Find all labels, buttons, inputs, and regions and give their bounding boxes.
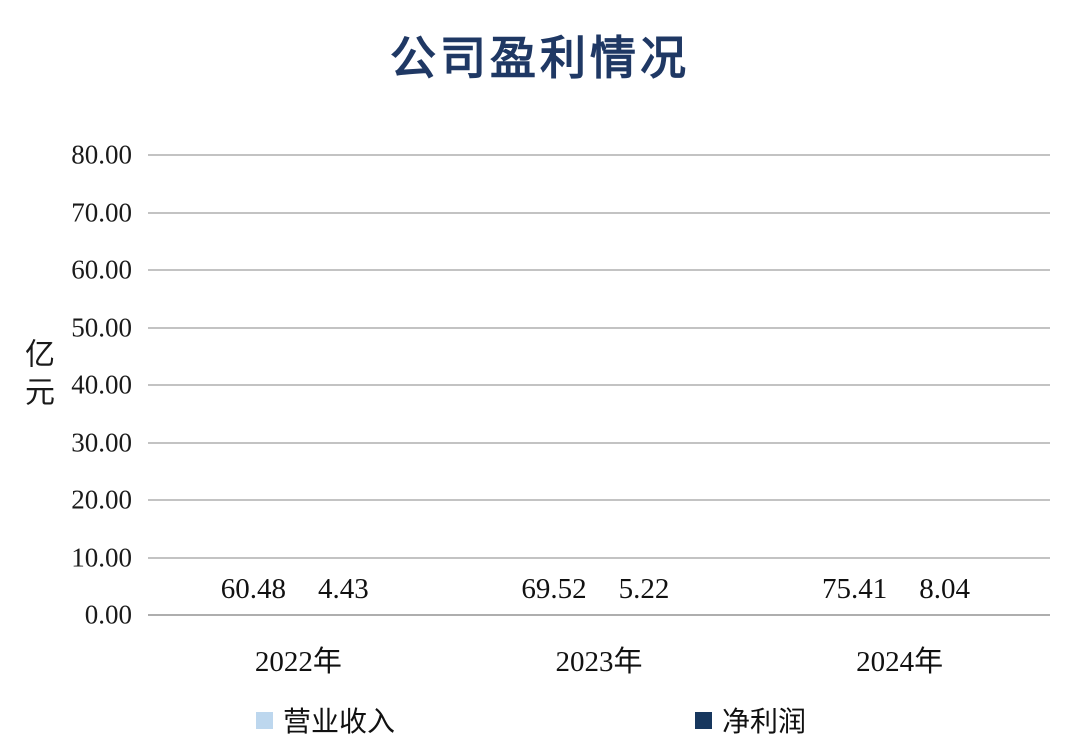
y-tick-label: 70.00 <box>71 197 132 227</box>
net-profit-bar-wrap: 4.43 <box>309 573 377 615</box>
x-tick-label: 2022年 <box>254 646 342 678</box>
legend-label: 营业收入 <box>283 706 396 737</box>
revenue-legend-swatch-icon <box>256 711 273 729</box>
net-profit-legend-swatch-icon <box>695 711 713 729</box>
gridline <box>148 154 1050 156</box>
revenue-bar-wrap: 60.48 <box>219 573 287 615</box>
legend: 营业收入 净利润 <box>148 700 1050 740</box>
net-profit-data-label: 4.43 <box>317 573 369 605</box>
legend-label: 净利润 <box>722 706 807 737</box>
bar-group: 69.52 5.22 <box>449 155 750 615</box>
revenue-data-label: 75.41 <box>822 573 888 605</box>
y-axis-label: 亿元 <box>20 338 53 414</box>
gridline <box>148 499 1050 501</box>
gridline <box>148 441 1050 444</box>
y-axis: 0.00 10.00 20.00 30.00 40.00 50.00 60.00 70.00 8… <box>0 140 132 630</box>
y-tick-label: 50.00 <box>71 312 132 342</box>
legend-item-revenue: 营业收入 <box>256 700 395 740</box>
gridline <box>148 269 1050 271</box>
legend-item-net-profit: 净利润 <box>695 700 806 740</box>
bar-group: 60.48 4.43 <box>148 155 449 615</box>
plot-area: 60.48 4.43 69.52 5.22 75.41 8.04 <box>148 154 1050 616</box>
gridline <box>148 384 1050 386</box>
y-tick-label: 10.00 <box>71 542 132 572</box>
gridline <box>148 326 1050 329</box>
y-tick-label: 80.00 <box>71 139 132 170</box>
bar-group: 75.41 8.04 <box>749 155 1050 615</box>
gridline <box>148 614 1050 616</box>
x-tick-label: 2023年 <box>555 646 643 678</box>
gridline <box>148 556 1050 559</box>
y-tick-label: 40.00 <box>71 369 132 400</box>
net-profit-data-label: 5.22 <box>618 573 670 605</box>
revenue-data-label: 69.52 <box>521 573 587 605</box>
x-tick-label: 2024年 <box>856 646 944 678</box>
y-tick-label: 60.00 <box>71 254 132 285</box>
revenue-bar-wrap: 69.52 <box>520 573 588 615</box>
bar-groups: 60.48 4.43 69.52 5.22 75.41 8.04 <box>148 155 1050 615</box>
revenue-data-label: 60.48 <box>220 573 286 605</box>
y-tick-label: 0.00 <box>84 599 132 630</box>
gridline <box>148 211 1050 214</box>
y-tick-label: 30.00 <box>71 427 132 457</box>
y-tick-label: 20.00 <box>71 484 132 515</box>
net-profit-data-label: 8.04 <box>919 573 971 605</box>
net-profit-bar-wrap: 8.04 <box>911 573 979 615</box>
x-axis: 2022年 2023年 2024年 <box>148 638 1050 680</box>
net-profit-bar-wrap: 5.22 <box>610 573 678 615</box>
revenue-bar-wrap: 75.41 <box>821 573 889 615</box>
chart-title: 公司盈利情况 <box>390 32 690 84</box>
